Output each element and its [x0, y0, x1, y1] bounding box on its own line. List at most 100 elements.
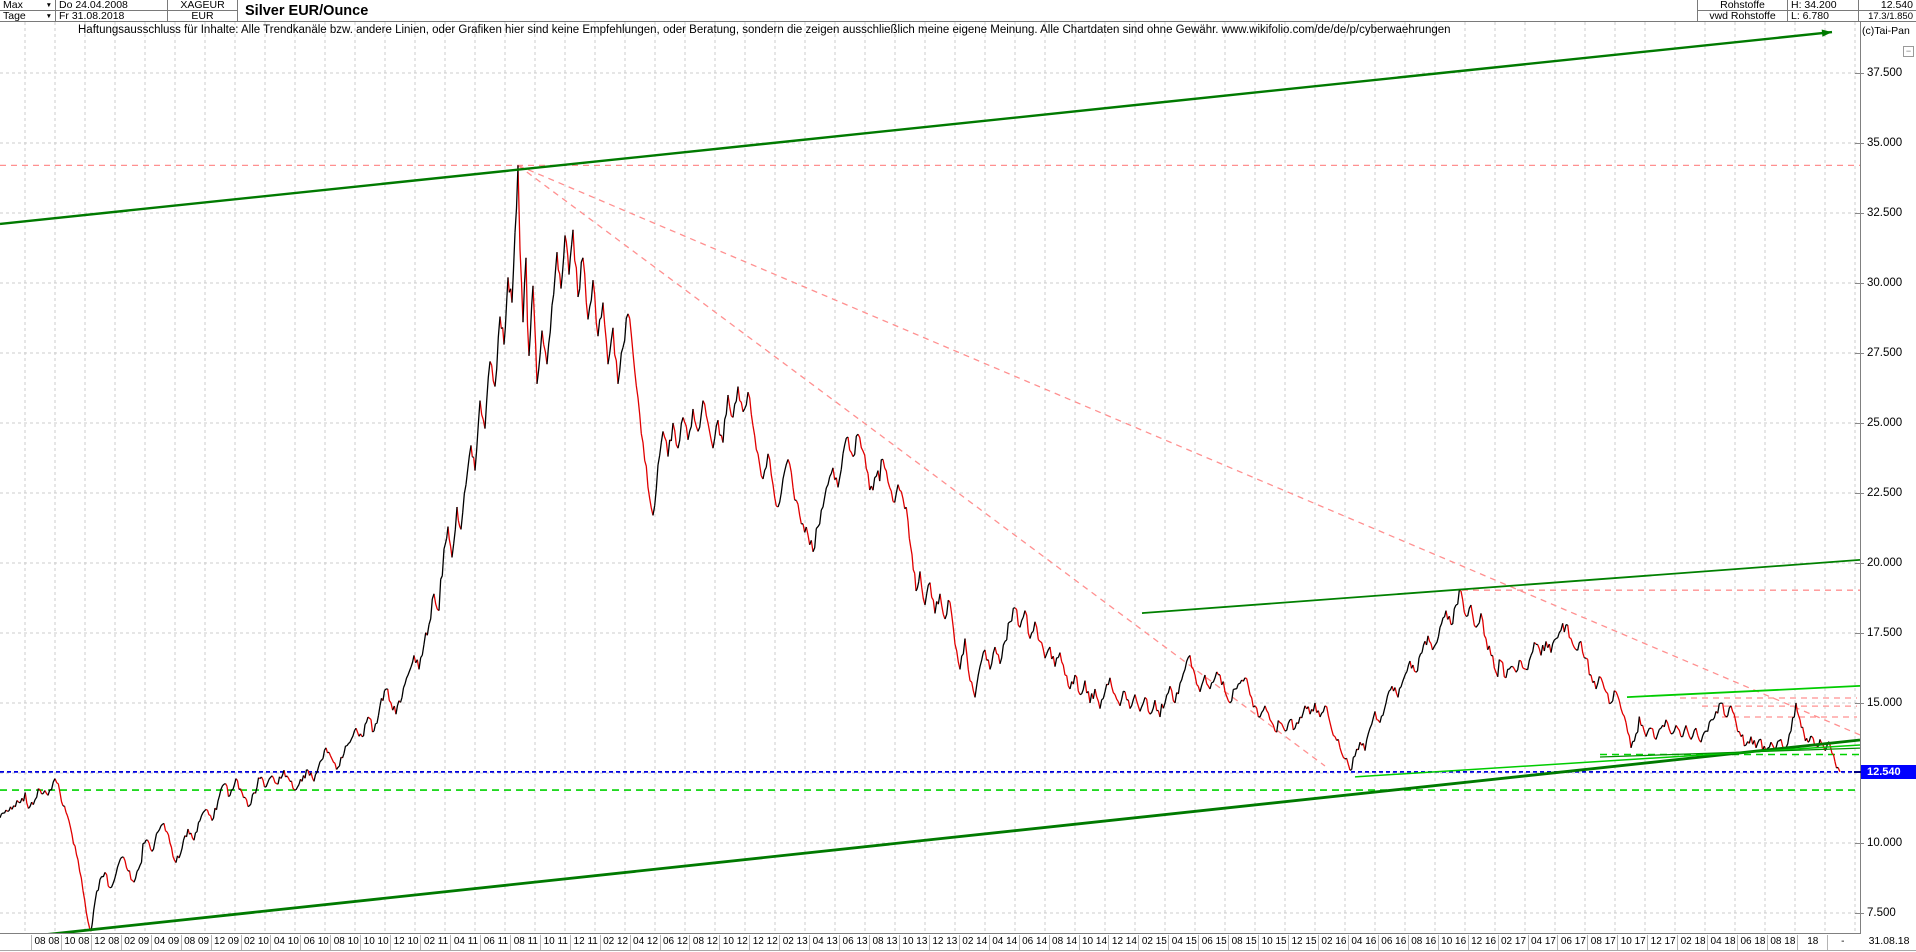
- y-axis-label: 7.500: [1867, 907, 1896, 919]
- x-axis-label: 08 10: [330, 935, 361, 950]
- y-axis-label: 20.000: [1867, 557, 1903, 569]
- y-axis-tick: [1855, 353, 1864, 354]
- x-axis-label: 04 11: [450, 935, 481, 950]
- lower-channel-line: [47, 738, 1860, 933]
- last-price-tag: 12.540: [1861, 764, 1916, 779]
- x-axis-label: 10 15: [1258, 935, 1289, 950]
- y-axis-label: 10.000: [1867, 837, 1903, 849]
- chevron-down-icon: ▼: [45, 2, 52, 9]
- resistance-trendline-2016: [1141, 559, 1860, 614]
- x-axis-label: 02 15: [1138, 935, 1169, 950]
- x-axis-label: 12 12: [749, 935, 780, 950]
- copyright-label: (c)Tai-Pan: [1862, 25, 1910, 37]
- x-axis-label: 08 14: [1048, 935, 1080, 950]
- y-axis-label: 30.000: [1867, 277, 1903, 289]
- x-axis-end-date: 31.08.18: [1868, 935, 1910, 947]
- x-axis-label: 02 10: [240, 935, 272, 950]
- x-axis-label: 10 12: [719, 935, 750, 950]
- x-axis-label: 02 11: [420, 935, 451, 950]
- x-axis-label: 08 08: [31, 935, 62, 950]
- y-axis-label: 27.500: [1867, 347, 1903, 359]
- x-axis-label: -: [1826, 935, 1858, 950]
- y-axis-label: 32.500: [1867, 207, 1903, 219]
- y-axis-label: 17.500: [1867, 627, 1903, 639]
- page-title: Silver EUR/Ounce: [238, 0, 1698, 22]
- fan-line-shallow: [517, 164, 1860, 736]
- x-axis-label: 12 16: [1467, 935, 1499, 950]
- y-axis-line: [1860, 22, 1861, 950]
- x-axis-label: 04 17: [1527, 935, 1559, 950]
- currency-label: EUR: [168, 11, 238, 22]
- x-axis-label: 04 14: [988, 935, 1020, 950]
- x-axis-label: 04 12: [629, 935, 661, 950]
- x-axis-label: 12 09: [210, 935, 242, 950]
- x-axis-label: 06 14: [1018, 935, 1050, 950]
- x-axis-label: 08 09: [180, 935, 212, 950]
- minor-support-trendline: [1599, 747, 1860, 758]
- x-axis-label: 12 11: [569, 935, 601, 950]
- x-axis-label: 04 09: [150, 935, 182, 950]
- x-axis-label: 06 16: [1377, 935, 1409, 950]
- x-axis-label: 02 13: [779, 935, 810, 950]
- x-axis-label: 02 16: [1317, 935, 1349, 950]
- support-trendline-2016-low: [1354, 744, 1860, 778]
- last-price-label: 12.540: [1859, 0, 1916, 11]
- bottom-border: [0, 950, 1916, 951]
- x-axis-label: 04 16: [1347, 935, 1379, 950]
- x-axis-label: 12 17: [1647, 935, 1678, 950]
- x-axis-label: 18: [1796, 935, 1828, 950]
- x-axis-label: 02 18: [1677, 935, 1708, 950]
- y-axis-tick: [1855, 633, 1864, 634]
- y-axis-label: 15.000: [1867, 697, 1903, 709]
- group-label: Rohstoffe: [1698, 0, 1788, 11]
- period-selector[interactable]: Tage ▼: [0, 11, 56, 22]
- price-line-down-segments: [5, 165, 1841, 932]
- x-axis-label: 12 14: [1108, 935, 1139, 950]
- y-axis-tick: [1855, 563, 1864, 564]
- y-axis-tick: [1855, 73, 1864, 74]
- range-info-label: 17.3/1.850: [1859, 11, 1916, 22]
- collapse-panel-button[interactable]: −: [1903, 46, 1914, 57]
- minor-trendline-15: [1626, 685, 1860, 698]
- x-axis-label: 12 15: [1288, 935, 1319, 950]
- x-axis-label: 04 18: [1707, 935, 1738, 950]
- y-axis-label: 25.000: [1867, 417, 1903, 429]
- y-axis-tick: [1855, 423, 1864, 424]
- x-axis-label: 08 15: [1228, 935, 1259, 950]
- x-axis-label: 08 16: [1407, 935, 1439, 950]
- y-axis-tick: [1855, 843, 1864, 844]
- fan-line-steep: [517, 164, 1326, 767]
- y-axis-tick: [1855, 703, 1864, 704]
- price-line-up-segments: [0, 165, 1839, 932]
- high-value-label: H: 34.200: [1788, 0, 1859, 11]
- x-axis-label: 10 14: [1078, 935, 1110, 950]
- range-selector[interactable]: Max ▼: [0, 0, 56, 11]
- x-axis: 08 08 10 08 12 08 02 09 04 09 08 09 12 09 02 10…: [0, 933, 1861, 951]
- y-axis-label: 37.500: [1867, 67, 1903, 79]
- x-axis-label: 10 11: [539, 935, 571, 950]
- x-axis-label: 12 13: [928, 935, 960, 950]
- x-axis-label: 10 16: [1437, 935, 1469, 950]
- y-axis-tick: [1855, 493, 1864, 494]
- date-from-field[interactable]: Do 24.04.2008: [56, 0, 168, 11]
- x-axis-label: 08 12: [689, 935, 720, 950]
- period-selector-label: Tage: [3, 11, 26, 22]
- y-axis-label: 22.500: [1867, 487, 1903, 499]
- x-axis-label: 10 08: [60, 935, 92, 950]
- x-axis-label: 02 12: [599, 935, 631, 950]
- date-to-field[interactable]: Fr 31.08.2018: [56, 11, 168, 22]
- x-axis-label: 10 17: [1617, 935, 1648, 950]
- x-axis-label: 06 11: [479, 935, 511, 950]
- x-axis-label: 06 10: [300, 935, 331, 950]
- grid: [0, 22, 1860, 933]
- disclaimer-text: Haftungsausschluss für Inhalte: Alle Tre…: [78, 24, 1451, 36]
- x-axis-label: 12 10: [390, 935, 421, 950]
- x-axis-label: 10 10: [360, 935, 391, 950]
- x-axis-label: 06 15: [1198, 935, 1229, 950]
- y-axis-tick: [1855, 913, 1864, 914]
- chevron-down-icon: ▼: [45, 13, 52, 20]
- y-axis-label: 35.000: [1867, 137, 1903, 149]
- feed-label: vwd Rohstoffe: [1698, 11, 1788, 22]
- y-axis-tick: [1855, 283, 1864, 284]
